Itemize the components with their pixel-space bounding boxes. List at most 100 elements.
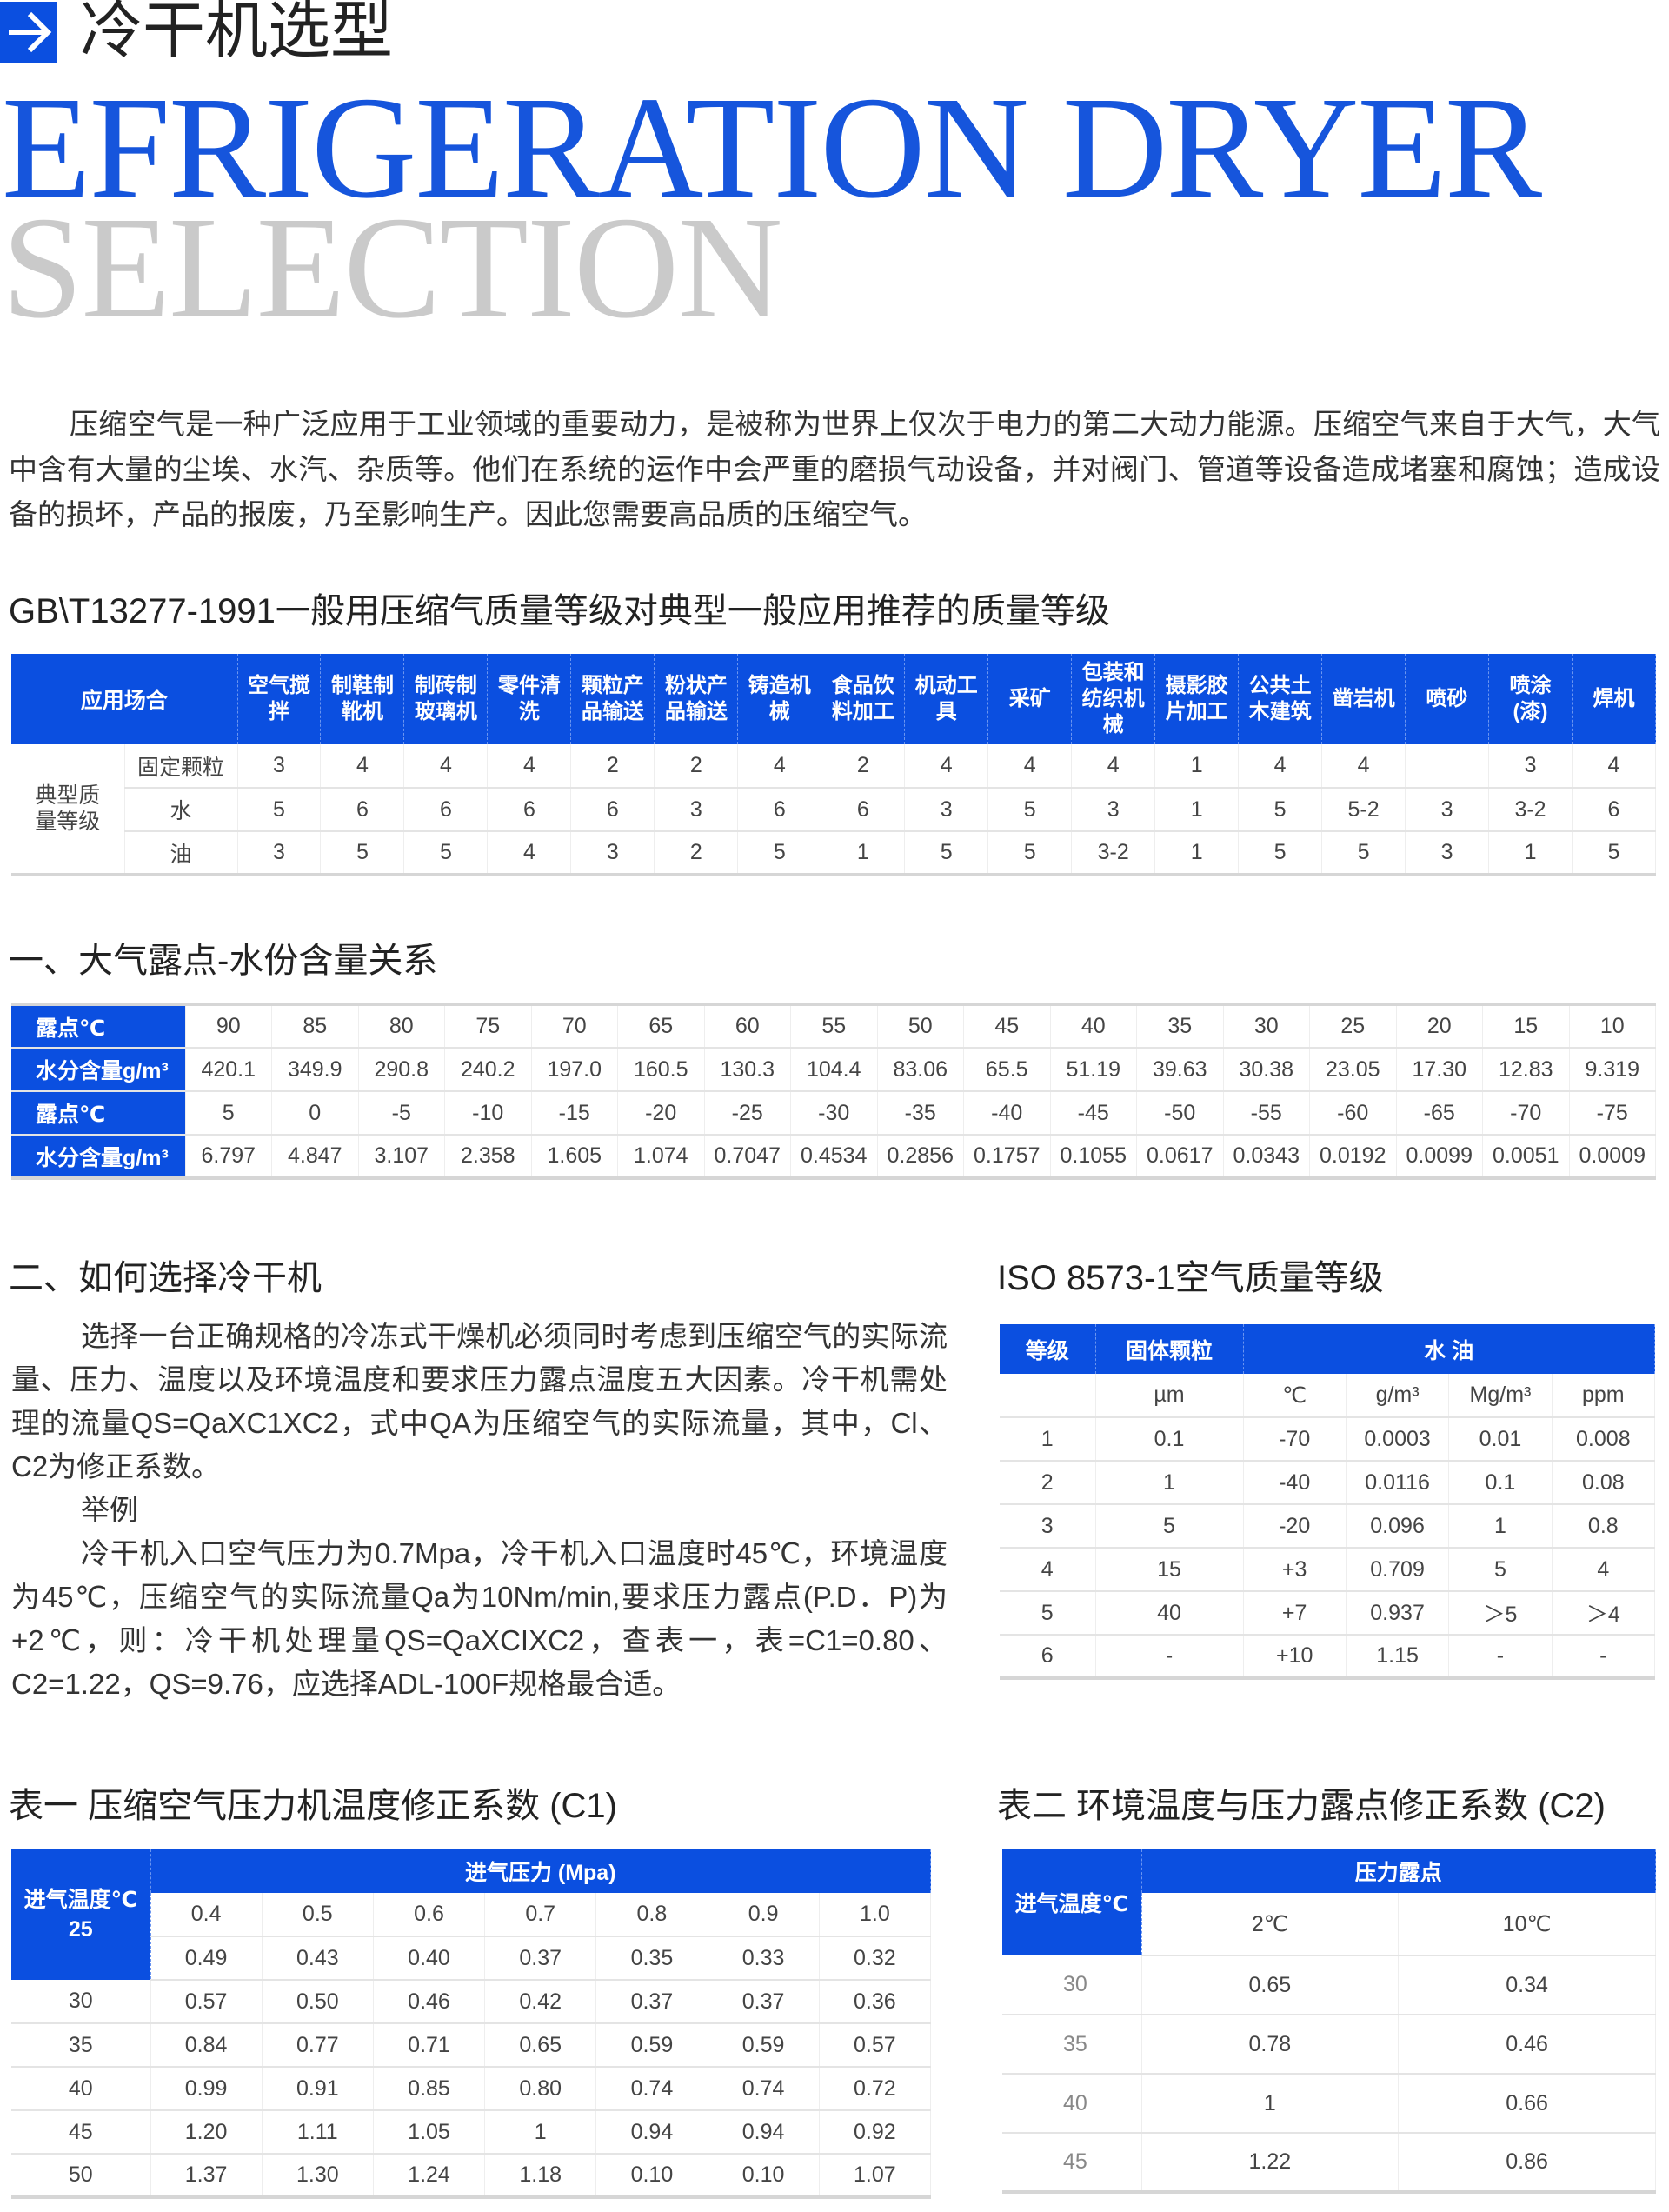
c1-correction-table: 进气温度℃ 25 进气压力 (Mpa) 0.4 0.5 0.6 0.7 0.8 0.9 1.0 0.… [11, 1849, 932, 2199]
cell: +7 [1243, 1591, 1347, 1636]
table-row: 水 5 6 6 6 6 3 6 6 3 5 3 1 5 5-2 3 3-2 6 [11, 788, 1656, 832]
cell: 0.0099 [1396, 1135, 1483, 1180]
cell: 5 [185, 1091, 272, 1136]
cell: 0.46 [1398, 2015, 1656, 2075]
cell: 6 [320, 788, 405, 832]
cell: 55 [790, 1004, 878, 1049]
cell: 2 [654, 831, 739, 876]
cell: 30 [1223, 1004, 1310, 1049]
cell: 0.0617 [1136, 1135, 1224, 1180]
column-header: 机动工具 [904, 654, 989, 744]
cell: 65 [617, 1004, 705, 1049]
unit-cell: ℃ [1243, 1374, 1347, 1418]
cell: 6 [487, 788, 572, 832]
cell: 4 [1000, 1548, 1096, 1592]
cell: 35 [1136, 1004, 1224, 1049]
row-label: 露点℃ [11, 1004, 186, 1049]
cell: 0.37 [708, 1980, 820, 2024]
cell: 15 [1095, 1548, 1244, 1592]
cell: 0.1 [1448, 1461, 1553, 1505]
cell: 3.107 [358, 1135, 445, 1180]
cell: 1.07 [819, 2154, 932, 2199]
cell: 6 [570, 788, 655, 832]
temp-cell: 50 [11, 2154, 151, 2199]
pressure-cell: 0.9 [708, 1893, 820, 1937]
cell: 4 [487, 831, 572, 876]
cell: 5 [1238, 831, 1323, 876]
cell: 0.74 [595, 2067, 708, 2111]
cell: 15 [1482, 1004, 1570, 1049]
cell: 25 [1309, 1004, 1397, 1049]
cell: 0.08 [1552, 1461, 1656, 1505]
cell: 1 [1154, 831, 1240, 876]
column-header: 焊机 [1572, 654, 1656, 744]
cell: ＞4 [1552, 1591, 1656, 1636]
cell: - [1095, 1635, 1244, 1680]
group-header: 进气压力 (Mpa) [150, 1849, 931, 1893]
cell: -20 [1243, 1504, 1347, 1549]
dew-cell: 10℃ [1398, 1893, 1656, 1956]
cell: 0.37 [484, 1936, 597, 1981]
cell: 1.20 [150, 2110, 263, 2155]
cell: 3 [1405, 788, 1490, 832]
cell: 0.42 [484, 1980, 597, 2024]
cell: 2 [1000, 1461, 1096, 1505]
cell: 0.71 [373, 2023, 486, 2068]
pressure-cell: 0.6 [373, 1893, 486, 1937]
english-title-line1: EFRIGERATION DRYER [2, 67, 1542, 229]
cell: 6 [403, 788, 489, 832]
cell: 0.50 [262, 1980, 374, 2024]
cell: 0.74 [708, 2067, 820, 2111]
temp-cell: 30 [1002, 1955, 1142, 2015]
cell: 1 [1448, 1504, 1553, 1549]
cell: 5 [737, 831, 822, 876]
cell: 5-2 [1321, 788, 1406, 832]
cell: 0.4534 [790, 1135, 878, 1180]
pressure-cell: 1.0 [819, 1893, 932, 1937]
cell: 90 [185, 1004, 272, 1049]
group-header: 压力露点 [1141, 1849, 1656, 1893]
cell: 5 [987, 831, 1073, 876]
gb-table-title: GB\T13277-1991一般用压缩气质量等级对典型一般应用推荐的质量等级 [9, 592, 1110, 630]
cell: 0.34 [1398, 1955, 1656, 2015]
cell: 0.40 [373, 1936, 486, 1981]
row-label: 水 [124, 788, 238, 832]
table-row: 40 0.99 0.91 0.85 0.80 0.74 0.74 0.72 [11, 2067, 932, 2111]
cell: 6.797 [185, 1135, 272, 1180]
cell: 0.1757 [963, 1135, 1051, 1180]
cell: 0.59 [708, 2023, 820, 2068]
pressure-cell: 0.8 [595, 1893, 708, 1937]
column-header: 零件清洗 [487, 654, 572, 744]
intro-paragraph: 压缩空气是一种广泛应用于工业领域的重要动力，是被称为世界上仅次于电力的第二大动力… [9, 408, 1660, 530]
cell: 12.83 [1482, 1048, 1570, 1092]
unit-cell: µm [1095, 1374, 1244, 1418]
cell: 1.074 [617, 1135, 705, 1180]
cell: -65 [1396, 1091, 1483, 1136]
example-paragraph: 冷干机入口空气压力为0.7Mpa，冷干机入口温度时45℃，环境温度为45℃，压缩… [11, 1537, 948, 1700]
cell: -40 [963, 1091, 1051, 1136]
cell: 0.8 [1552, 1504, 1656, 1549]
cell: 0.10 [595, 2154, 708, 2199]
table-row: 露点℃ 5 0 -5 -10 -15 -20 -25 -30 -35 -40 -45 -50 -55 -60… [11, 1091, 1656, 1136]
cell: 0.37 [595, 1980, 708, 2024]
cell: 0.65 [484, 2023, 597, 2068]
cell: 0.0003 [1346, 1417, 1450, 1462]
cell: 17.30 [1396, 1048, 1483, 1092]
english-title-line2: SELECTION [2, 187, 783, 349]
cell: 70 [531, 1004, 618, 1049]
cell: -55 [1223, 1091, 1310, 1136]
column-header: 颗粒产品输送 [570, 654, 655, 744]
cell: 2.358 [444, 1135, 532, 1180]
column-header: 喷砂 [1405, 654, 1490, 744]
temp-cell: 30 [11, 1980, 151, 2024]
cell: 5 [1238, 788, 1323, 832]
cell: 0.46 [373, 1980, 486, 2024]
cell: 0.0051 [1482, 1135, 1570, 1180]
cell: 1.11 [262, 2110, 374, 2155]
cell: 1 [1095, 1461, 1244, 1505]
cell: 0.99 [150, 2067, 263, 2111]
cell: 5 [1000, 1591, 1096, 1636]
cell: 4 [487, 744, 572, 789]
cell: 0.0343 [1223, 1135, 1310, 1180]
column-header: 制砖制玻璃机 [403, 654, 489, 744]
